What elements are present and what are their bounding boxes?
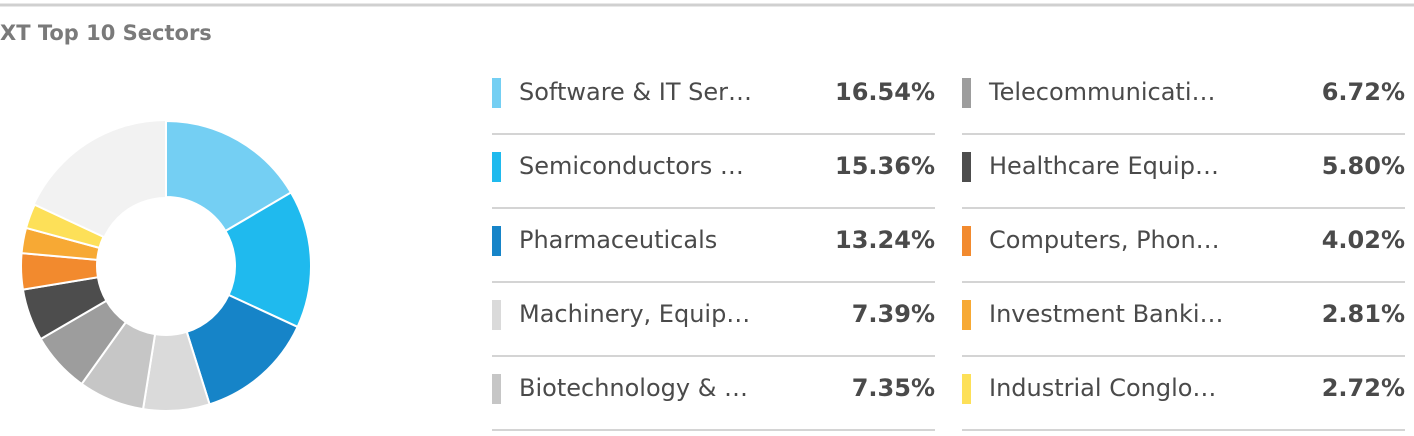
legend-value: 7.39%: [852, 300, 935, 328]
legend-swatch: [962, 300, 971, 330]
legend-label: Biotechnology & …: [519, 374, 748, 402]
legend-label: Healthcare Equip…: [989, 152, 1219, 180]
legend-value: 5.80%: [1322, 152, 1405, 180]
legend-label: Software & IT Ser…: [519, 78, 752, 106]
legend-value: 16.54%: [835, 78, 935, 106]
legend-value: 7.35%: [852, 374, 935, 402]
chart-title: XT Top 10 Sectors: [0, 21, 212, 45]
legend-label: Machinery, Equip…: [519, 300, 750, 328]
legend-swatch: [492, 152, 501, 182]
legend-label: Telecommunicati…: [988, 78, 1216, 106]
legend-value: 6.72%: [1322, 78, 1405, 106]
slice: [24, 203, 105, 250]
legend-swatch: [962, 374, 971, 404]
legend-swatch: [492, 78, 501, 108]
legend-swatch: [492, 374, 501, 404]
slice: [165, 119, 293, 233]
legend-value: 13.24%: [835, 226, 935, 254]
legend-label: Investment Banki…: [989, 300, 1224, 328]
legend-label: Industrial Conglo…: [989, 374, 1216, 402]
legend-value: 15.36%: [835, 152, 935, 180]
legend-swatch: [962, 152, 971, 182]
legend-swatch: [962, 78, 971, 108]
legend-value: 4.02%: [1322, 226, 1405, 254]
legend-label: Computers, Phon…: [989, 226, 1220, 254]
legend-value: 2.72%: [1322, 374, 1405, 402]
legend-swatch: [492, 226, 501, 256]
legend-swatch: [492, 300, 501, 330]
legend-swatch: [962, 226, 971, 256]
legend-label: Pharmaceuticals: [519, 226, 717, 254]
legend-label: Semiconductors …: [519, 152, 744, 180]
legend-value: 2.81%: [1322, 300, 1405, 328]
